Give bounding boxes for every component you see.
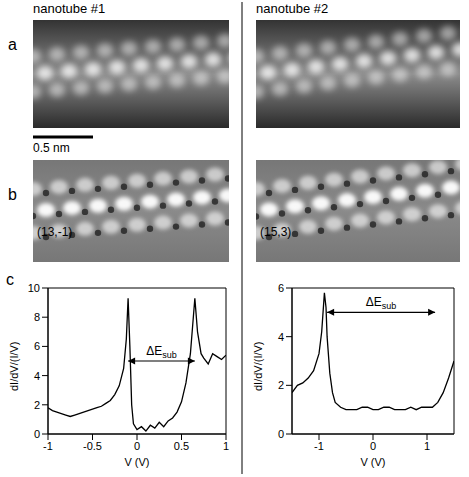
- svg-text:nanotube #2: nanotube #2: [256, 1, 328, 16]
- svg-text:dI/dV/(I/V): dI/dV/(I/V): [252, 341, 264, 391]
- svg-text:ΔEsub: ΔEsub: [366, 295, 397, 311]
- svg-text:dI/dV/(I/V): dI/dV/(I/V): [8, 341, 20, 391]
- svg-text:6: 6: [278, 282, 284, 294]
- svg-text:6: 6: [34, 340, 40, 352]
- svg-text:0: 0: [370, 440, 376, 452]
- svg-text:2: 2: [34, 399, 40, 411]
- svg-text:c: c: [6, 271, 14, 288]
- svg-text:10: 10: [28, 282, 40, 294]
- svg-text:4: 4: [278, 331, 284, 343]
- svg-text:1: 1: [424, 440, 430, 452]
- svg-text:4: 4: [34, 370, 40, 382]
- svg-text:0: 0: [134, 440, 140, 452]
- svg-text:(15,3): (15,3): [260, 225, 291, 239]
- svg-text:a: a: [8, 36, 17, 53]
- svg-text:-0.5: -0.5: [83, 440, 102, 452]
- svg-text:ΔEsub: ΔEsub: [146, 344, 177, 360]
- svg-text:0: 0: [34, 428, 40, 440]
- svg-text:8: 8: [34, 311, 40, 323]
- svg-text:1: 1: [223, 440, 229, 452]
- svg-text:0: 0: [278, 428, 284, 440]
- svg-text:b: b: [8, 186, 17, 203]
- svg-text:-1: -1: [43, 440, 53, 452]
- svg-text:V (V): V (V): [360, 456, 385, 468]
- svg-text:V (V): V (V): [124, 456, 149, 468]
- svg-text:0.5: 0.5: [174, 440, 189, 452]
- svg-text:-1: -1: [314, 440, 324, 452]
- svg-text:0.5 nm: 0.5 nm: [33, 141, 70, 155]
- svg-text:nanotube #1: nanotube #1: [33, 1, 105, 16]
- svg-text:2: 2: [278, 379, 284, 391]
- svg-text:(13,-1): (13,-1): [37, 225, 72, 239]
